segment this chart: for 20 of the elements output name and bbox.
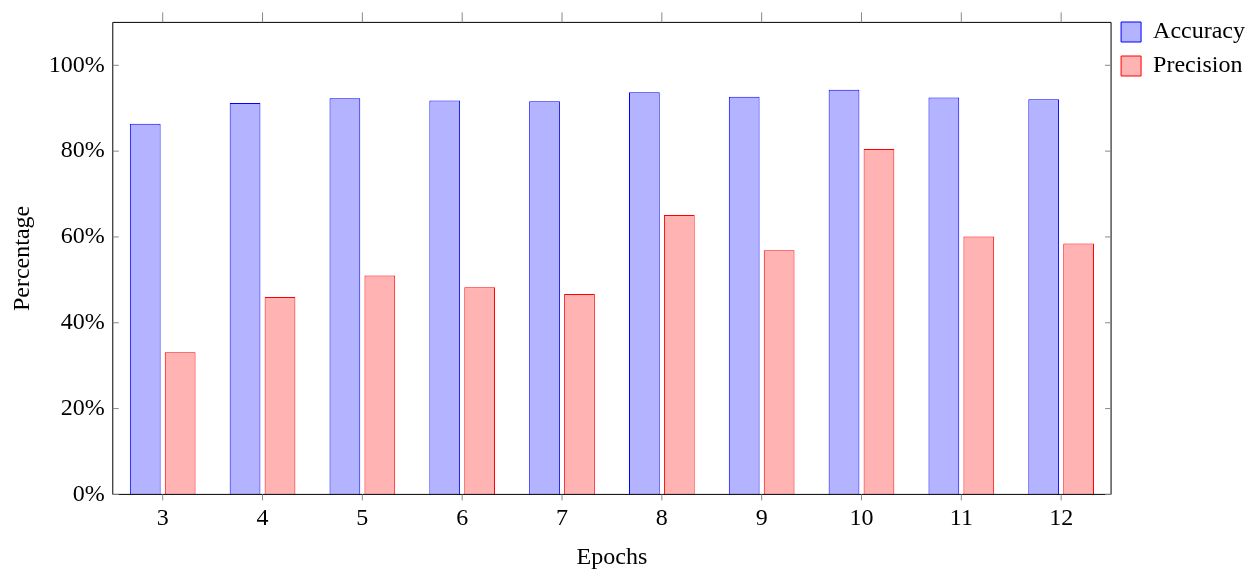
x-tick-label: 12 [1049,504,1074,531]
x-axis-title: Epochs [576,542,648,569]
x-tick-label: 7 [556,504,569,531]
x-tick-label: 11 [949,504,973,531]
y-tick-label: 40% [60,308,105,335]
x-tick-label: 6 [456,504,469,531]
x-tick-label: 3 [156,504,169,531]
legend-label: Precision [1153,51,1243,78]
x-tick-label: 9 [755,504,768,531]
y-axis-title: Percentage [7,205,34,312]
legend-label: Accuracy [1153,17,1245,44]
y-tick-label: 80% [60,136,105,163]
y-tick-label: 20% [60,393,105,420]
x-tick-label: 4 [256,504,269,531]
y-tick-label: 60% [60,222,105,249]
x-tick-label: 8 [655,504,668,531]
x-tick-label: 10 [849,504,874,531]
y-tick-label: 100% [48,50,105,77]
y-tick-label: 0% [72,479,105,506]
x-tick-label: 5 [356,504,369,531]
